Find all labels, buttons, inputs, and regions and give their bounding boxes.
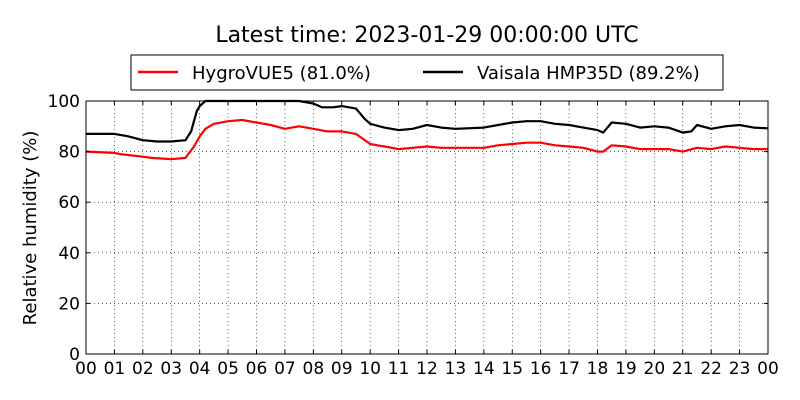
y-tick-label: 0 — [69, 345, 80, 365]
y-axis-label: Relative humidity (%) — [20, 131, 41, 326]
x-tick-label: 22 — [700, 359, 722, 379]
x-tick-label: 00 — [757, 359, 779, 379]
y-tick-label: 100 — [48, 92, 80, 112]
x-tick-label: 19 — [615, 359, 637, 379]
x-axis: 00 01 02 03 04 05 06 07 08 09 10 11 12 13 14 15 16 17 18 19… — [75, 101, 779, 379]
x-tick-label: 06 — [246, 359, 268, 379]
x-tick-label: 00 — [75, 359, 97, 379]
x-tick-label: 04 — [189, 359, 211, 379]
series-line-hygrovue5 — [85, 118, 768, 161]
grid — [86, 101, 768, 354]
series-line-vaisala — [86, 99, 769, 143]
x-tick-label: 11 — [388, 359, 410, 379]
y-tick-label: 20 — [58, 294, 80, 314]
x-tick-label: 15 — [501, 359, 523, 379]
series-layer — [85, 99, 769, 161]
y-tick-label: 80 — [58, 143, 80, 163]
x-tick-label: 02 — [132, 359, 154, 379]
x-tick-label: 12 — [416, 359, 438, 379]
x-tick-label: 23 — [729, 359, 751, 379]
legend: HygroVUE5 (81.0%) Vaisala HMP35D (89.2%) — [130, 54, 724, 91]
x-tick-label: 17 — [558, 359, 580, 379]
y-tick-label: 40 — [58, 244, 80, 264]
x-tick-label: 16 — [530, 359, 552, 379]
plot-area-frame — [85, 100, 769, 355]
x-tick-label: 13 — [445, 359, 467, 379]
x-tick-label: 07 — [274, 359, 296, 379]
legend-label-hygrovue5: HygroVUE5 (81.0%) — [192, 63, 371, 84]
x-tick-label: 18 — [587, 359, 609, 379]
y-tick-label: 60 — [58, 193, 80, 213]
x-tick-label: 03 — [160, 359, 182, 379]
x-tick-label: 14 — [473, 359, 495, 379]
x-tick-label: 05 — [217, 359, 239, 379]
x-tick-label: 08 — [303, 359, 325, 379]
x-tick-label: 01 — [104, 359, 126, 379]
chart-title: Latest time: 2023-01-29 00:00:00 UTC — [215, 23, 638, 48]
legend-label-vaisala: Vaisala HMP35D (89.2%) — [477, 63, 700, 84]
y-axis: 0 20 40 60 80 100 — [48, 92, 768, 365]
x-tick-label: 20 — [644, 359, 666, 379]
x-tick-label: 09 — [331, 359, 353, 379]
x-tick-label: 21 — [672, 359, 694, 379]
x-tick-label: 10 — [359, 359, 381, 379]
